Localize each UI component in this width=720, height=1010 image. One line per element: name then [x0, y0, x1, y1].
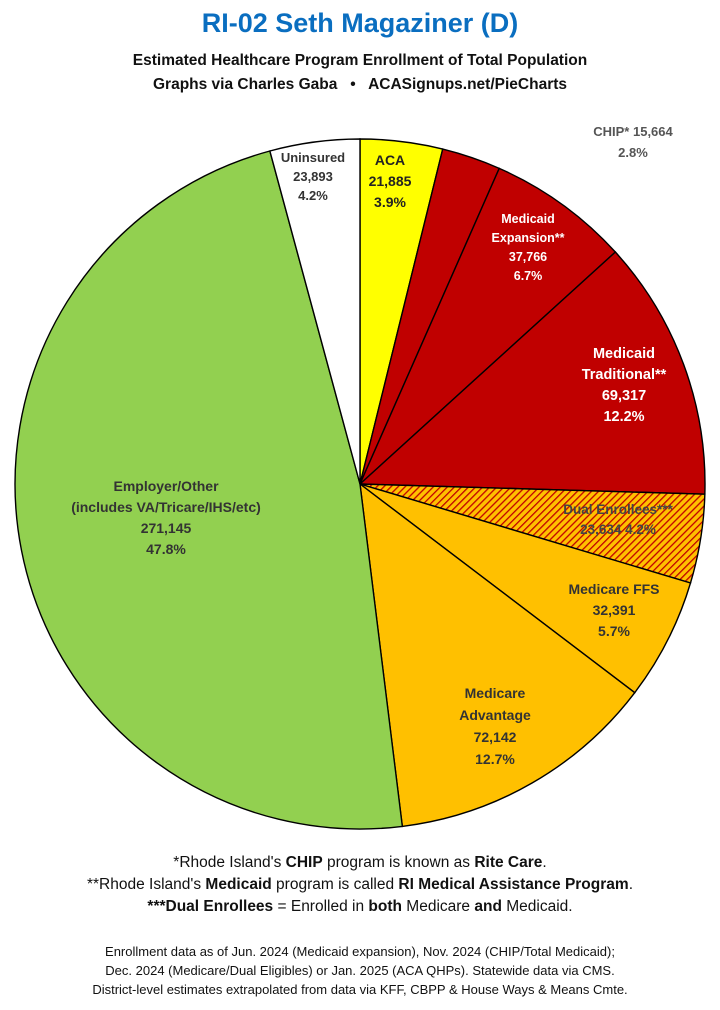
- slice-label-4: Medicaid Traditional** 69,317 12.2%: [582, 346, 667, 425]
- chart-credit: Graphs via Charles Gaba • ACASignups.net…: [0, 76, 720, 94]
- credit-author: Graphs via Charles Gaba: [152, 76, 338, 93]
- source-notes: Enrollment data as of Jun. 2024 (Medicai…: [0, 942, 720, 999]
- source-line-3: District-level estimates extrapolated fr…: [92, 982, 628, 997]
- pie-slice-8: [14, 150, 404, 830]
- footnote-chip: *Rhode Island's CHIP program is known as…: [173, 854, 547, 871]
- chart-title: RI-02 Seth Magaziner (D): [201, 8, 519, 38]
- slice-label-2: CHIP* 15,664 2.8%: [593, 124, 673, 160]
- slice-label-6: Medicare FFS 32,391 5.7%: [568, 581, 659, 639]
- credit-link[interactable]: ACASignups.net/PieCharts: [368, 76, 568, 93]
- slice-label-9: Uninsured 23,893 4.2%: [281, 150, 345, 203]
- slice-label-7: Medicare Advantage 72,142 12.7%: [459, 685, 531, 767]
- pie-chart: ACA 21,885 3.9% CHIP* 15,664 2.8% Medicaid Exp…: [14, 124, 706, 830]
- source-line-1: Enrollment data as of Jun. 2024 (Medicai…: [105, 944, 615, 959]
- slice-label-5: Dual Enrollees*** 23,634 4.2%: [563, 502, 673, 537]
- slice-label-3: Medicaid Expansion** 37,766 6.7%: [492, 212, 565, 283]
- pie-slice-7: [359, 482, 636, 828]
- chart-subtitle: Estimated Healthcare Program Enrollment …: [132, 52, 588, 69]
- footnote-dual: ***Dual Enrollees = Enrolled in both Med…: [147, 898, 573, 915]
- source-line-2: Dec. 2024 (Medicare/Dual Eligibles) or J…: [105, 963, 615, 978]
- credit-separator: •: [350, 76, 356, 93]
- pie-slice-9: [268, 138, 361, 485]
- pie-slice-4: [358, 251, 706, 495]
- slice-label-8: Employer/Other (includes VA/Tricare/IHS/e…: [71, 478, 261, 557]
- slice-label-1: ACA 21,885 3.9%: [369, 152, 412, 210]
- footnote-medicaid: **Rhode Island's Medicaid program is cal…: [86, 876, 633, 893]
- pie-slice-3: [359, 167, 617, 485]
- footnotes: *Rhode Island's CHIP program is known as…: [0, 852, 720, 918]
